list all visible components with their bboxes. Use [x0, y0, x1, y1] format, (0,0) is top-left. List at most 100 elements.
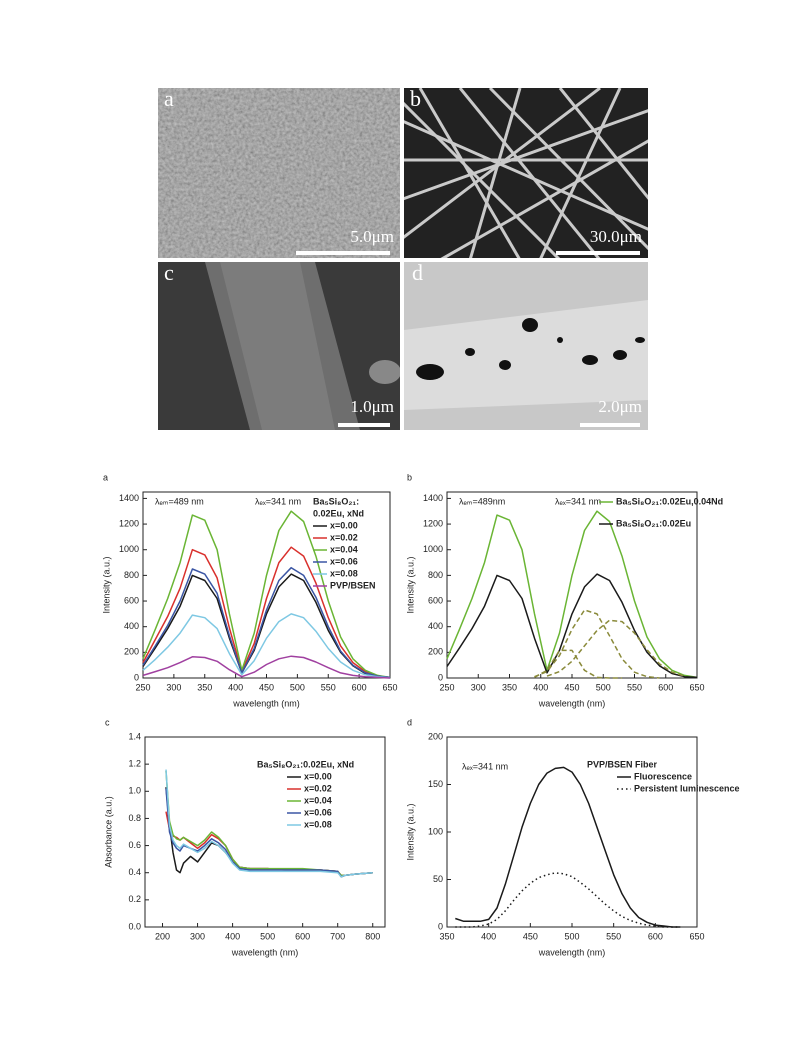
x-tick-label: 650: [689, 682, 704, 692]
x-tick-label: 400: [225, 931, 240, 941]
x-tick-label: 650: [382, 682, 397, 692]
panel-letter: d: [412, 260, 423, 285]
legend-title: Ba₅Si₈O₂₁:0.02Eu, xNd: [257, 759, 354, 769]
series-line: [142, 510, 391, 679]
y-tick-label: 1.2: [128, 759, 141, 769]
x-tick-label: 800: [365, 931, 380, 941]
y-tick-label: 0.2: [128, 894, 141, 904]
x-tick-label: 400: [228, 682, 243, 692]
x-tick-label: 600: [352, 682, 367, 692]
legend-label: Fluorescence: [634, 771, 692, 781]
series-line: [165, 770, 373, 877]
panel-letter: b: [410, 86, 421, 111]
legend-label: x=0.04: [330, 544, 358, 554]
y-tick-label: 1200: [423, 518, 443, 528]
y-tick-label: 150: [428, 779, 443, 789]
legend-title: Ba₅Si₈O₂₁:: [313, 496, 359, 506]
y-tick-label: 200: [124, 647, 139, 657]
x-tick-label: 250: [135, 682, 150, 692]
y-tick-label: 0: [438, 672, 443, 682]
legend-title: PVP/BSEN Fiber: [587, 759, 658, 769]
x-tick-label: 250: [439, 682, 454, 692]
x-tick-label: 300: [166, 682, 181, 692]
scale-label: 5.0μm: [350, 227, 394, 246]
series-line: [455, 766, 681, 928]
y-tick-label: 1400: [423, 493, 443, 503]
annotation: λₑₓ=341 nm: [255, 496, 301, 506]
x-tick-label: 500: [290, 682, 305, 692]
x-tick-label: 700: [330, 931, 345, 941]
series-line: [165, 811, 373, 877]
x-tick-label: 600: [658, 682, 673, 692]
y-tick-label: 800: [124, 570, 139, 580]
x-tick-label: 500: [260, 931, 275, 941]
x-tick-label: 350: [502, 682, 517, 692]
legend-label: x=0.06: [330, 556, 358, 566]
legend-label: Ba₅Si₈O₂₁:0.02Eu,0.04Nd: [616, 496, 723, 506]
series-line: [142, 655, 391, 679]
y-tick-label: 0.4: [128, 867, 141, 877]
x-axis-label: wavelength (nm): [231, 947, 299, 957]
series-line: [165, 787, 373, 878]
x-tick-label: 550: [606, 931, 621, 941]
x-axis-label: wavelength (nm): [232, 698, 300, 708]
legend-label: x=0.00: [304, 771, 332, 781]
x-tick-label: 200: [155, 931, 170, 941]
legend-label: x=0.02: [304, 783, 332, 793]
x-axis-label: wavelength (nm): [538, 698, 606, 708]
panel-letter: c: [105, 717, 110, 727]
series-line: [446, 573, 698, 679]
scale-label: 30.0μm: [590, 227, 642, 246]
annotation: λₑₘ=489nm: [459, 496, 505, 506]
x-tick-label: 500: [564, 931, 579, 941]
sem-image-c: c 1.0μm: [158, 262, 400, 430]
y-axis-label: Absorbance (a.u.): [103, 796, 113, 868]
legend-label: x=0.00: [330, 520, 358, 530]
legend-label: x=0.02: [330, 532, 358, 542]
legend-label: x=0.08: [304, 819, 332, 829]
series-line: [534, 649, 622, 679]
series-line: [142, 613, 391, 679]
y-tick-label: 1.0: [128, 786, 141, 796]
legend-title: 0.02Eu, xNd: [313, 508, 364, 518]
y-tick-label: 200: [428, 731, 443, 741]
x-tick-label: 400: [481, 931, 496, 941]
y-tick-label: 400: [124, 621, 139, 631]
y-axis-label: Intensity (a.u.): [405, 803, 415, 860]
panel-letter: a: [103, 472, 108, 482]
legend-label: x=0.04: [304, 795, 332, 805]
x-tick-label: 350: [197, 682, 212, 692]
legend-label: Ba₅Si₈O₂₁:0.02Eu: [616, 518, 691, 528]
y-tick-label: 800: [428, 570, 443, 580]
y-tick-label: 0: [438, 921, 443, 931]
y-axis-label: Intensity (a.u.): [405, 556, 415, 613]
series-line: [165, 769, 373, 878]
x-tick-label: 450: [259, 682, 274, 692]
x-tick-label: 600: [295, 931, 310, 941]
y-tick-label: 0.8: [128, 813, 141, 823]
y-tick-label: 400: [428, 621, 443, 631]
scale-label: 2.0μm: [598, 397, 642, 416]
series-line: [142, 546, 391, 679]
legend-label: PVP/BSEN: [330, 580, 376, 590]
y-tick-label: 200: [428, 647, 443, 657]
scale-label: 1.0μm: [350, 397, 394, 416]
panel-letter: a: [164, 86, 174, 111]
y-axis-label: Intensity (a.u.): [101, 556, 111, 613]
y-tick-label: 1200: [119, 518, 139, 528]
x-tick-label: 650: [689, 931, 704, 941]
y-tick-label: 1000: [119, 544, 139, 554]
plot-frame: [144, 736, 386, 928]
sem-image-b: b 30.0μm: [404, 86, 648, 258]
annotation: λₑₓ=341 nm: [462, 761, 508, 771]
x-axis-label: wavelength (nm): [538, 947, 606, 957]
x-tick-label: 550: [321, 682, 336, 692]
y-tick-label: 0: [134, 672, 139, 682]
x-tick-label: 600: [648, 931, 663, 941]
legend-label: x=0.08: [330, 568, 358, 578]
series-line: [534, 609, 660, 679]
y-tick-label: 50: [433, 874, 443, 884]
x-tick-label: 450: [564, 682, 579, 692]
legend-label: Persistent luminescence: [634, 783, 740, 793]
